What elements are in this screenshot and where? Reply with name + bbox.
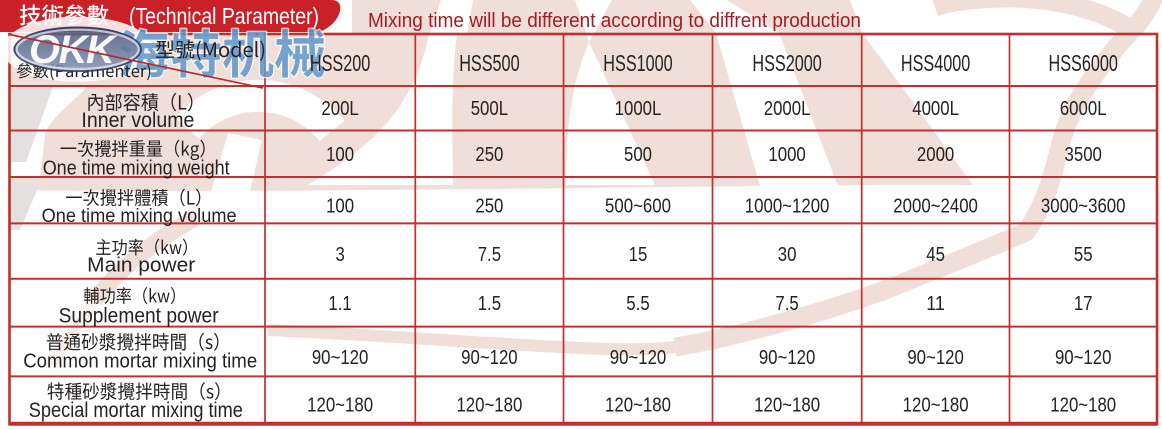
svg-text:1000~1200: 1000~1200 <box>745 196 830 218</box>
svg-text:120~180: 120~180 <box>1050 395 1116 417</box>
svg-text:120~180: 120~180 <box>307 395 373 417</box>
svg-text:2000L: 2000L <box>764 98 811 120</box>
svg-text:Main power: Main power <box>87 255 195 277</box>
svg-text:11: 11 <box>926 293 945 315</box>
svg-text:One time mixing volume: One time mixing volume <box>42 205 237 227</box>
svg-text:200L: 200L <box>321 98 358 120</box>
svg-text:HSS4000: HSS4000 <box>901 50 970 76</box>
svg-text:500: 500 <box>624 144 652 166</box>
svg-text:90~120: 90~120 <box>312 347 369 369</box>
svg-text:Supplement power: Supplement power <box>59 304 219 327</box>
svg-text:17: 17 <box>1074 293 1093 315</box>
svg-text:90~120: 90~120 <box>610 347 667 369</box>
svg-text:3500: 3500 <box>1065 144 1102 166</box>
svg-text:100: 100 <box>326 144 354 166</box>
svg-text:1000L: 1000L <box>615 98 662 120</box>
svg-text:90~120: 90~120 <box>1055 347 1112 369</box>
svg-text:Inner volume: Inner volume <box>81 109 194 132</box>
svg-text:250: 250 <box>475 144 503 166</box>
svg-text:500~600: 500~600 <box>605 196 671 218</box>
svg-text:120~180: 120~180 <box>903 395 969 417</box>
svg-text:90~120: 90~120 <box>759 347 816 369</box>
svg-text:5.5: 5.5 <box>626 293 649 315</box>
svg-text:500L: 500L <box>471 98 508 120</box>
svg-text:7.5: 7.5 <box>775 293 798 315</box>
svg-text:1.1: 1.1 <box>328 293 351 315</box>
svg-text:100: 100 <box>326 196 354 218</box>
svg-text:120~180: 120~180 <box>605 395 671 417</box>
svg-text:45: 45 <box>926 244 945 266</box>
svg-text:3000~3600: 3000~3600 <box>1041 196 1126 218</box>
svg-text:(Technical Parameter): (Technical Parameter) <box>129 3 319 29</box>
svg-text:3: 3 <box>335 244 344 266</box>
svg-text:HSS1000: HSS1000 <box>603 50 672 76</box>
svg-text:HSS500: HSS500 <box>459 50 519 76</box>
svg-text:HSS2000: HSS2000 <box>752 50 821 76</box>
svg-text:HSS200: HSS200 <box>310 50 370 76</box>
svg-text:90~120: 90~120 <box>461 347 518 369</box>
svg-text:HSS6000: HSS6000 <box>1049 50 1118 76</box>
svg-text:2000~2400: 2000~2400 <box>893 196 978 218</box>
svg-text:120~180: 120~180 <box>456 395 522 417</box>
svg-text:OKK: OKK <box>29 28 118 72</box>
svg-text:4000L: 4000L <box>912 98 959 120</box>
svg-text:One time mixing weight: One time mixing weight <box>43 158 230 180</box>
svg-text:90~120: 90~120 <box>907 347 964 369</box>
svg-text:120~180: 120~180 <box>754 395 820 417</box>
svg-text:55: 55 <box>1074 244 1093 266</box>
svg-text:6000L: 6000L <box>1060 98 1107 120</box>
svg-text:Common mortar mixing time: Common mortar mixing time <box>23 350 257 373</box>
svg-text:7.5: 7.5 <box>478 244 501 266</box>
svg-text:Special mortar mixing time: Special mortar mixing time <box>29 399 243 422</box>
svg-text:2000: 2000 <box>917 144 954 166</box>
svg-text:1000: 1000 <box>768 144 805 166</box>
svg-text:Mixing time will be different: Mixing time will be different according … <box>368 9 861 32</box>
svg-text:1.5: 1.5 <box>478 293 501 315</box>
svg-text:250: 250 <box>475 196 503 218</box>
svg-text:30: 30 <box>778 244 797 266</box>
svg-text:15: 15 <box>629 244 648 266</box>
